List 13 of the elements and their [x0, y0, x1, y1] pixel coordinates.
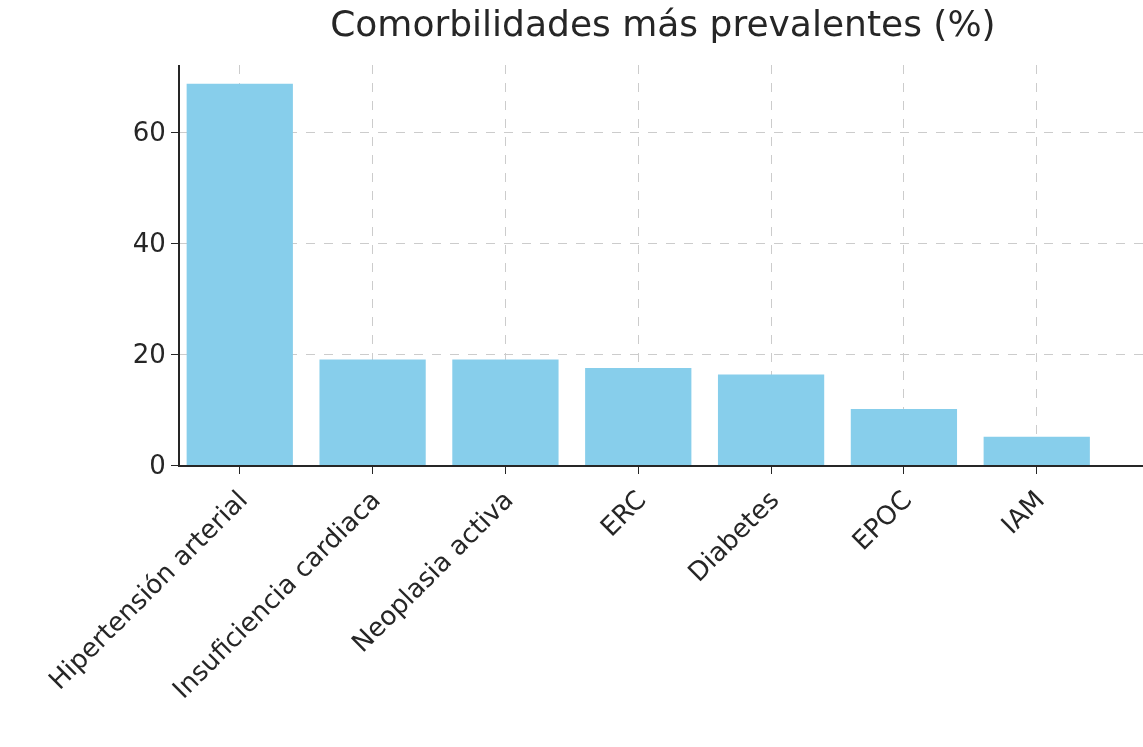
bar — [452, 359, 559, 465]
y-tick-label: 0 — [149, 450, 166, 481]
bar — [585, 367, 692, 465]
y-tick-label: 60 — [132, 117, 166, 148]
y-tick-label: 40 — [132, 228, 166, 259]
x-tick-label: IAM — [995, 484, 1051, 540]
y-tick-label: 20 — [132, 339, 166, 370]
chart-title: Comorbilidades más prevalentes (%) — [330, 3, 996, 45]
bar — [717, 374, 825, 465]
bar — [186, 83, 293, 465]
bar — [319, 359, 426, 465]
bar — [983, 436, 1090, 465]
bar — [850, 408, 958, 465]
